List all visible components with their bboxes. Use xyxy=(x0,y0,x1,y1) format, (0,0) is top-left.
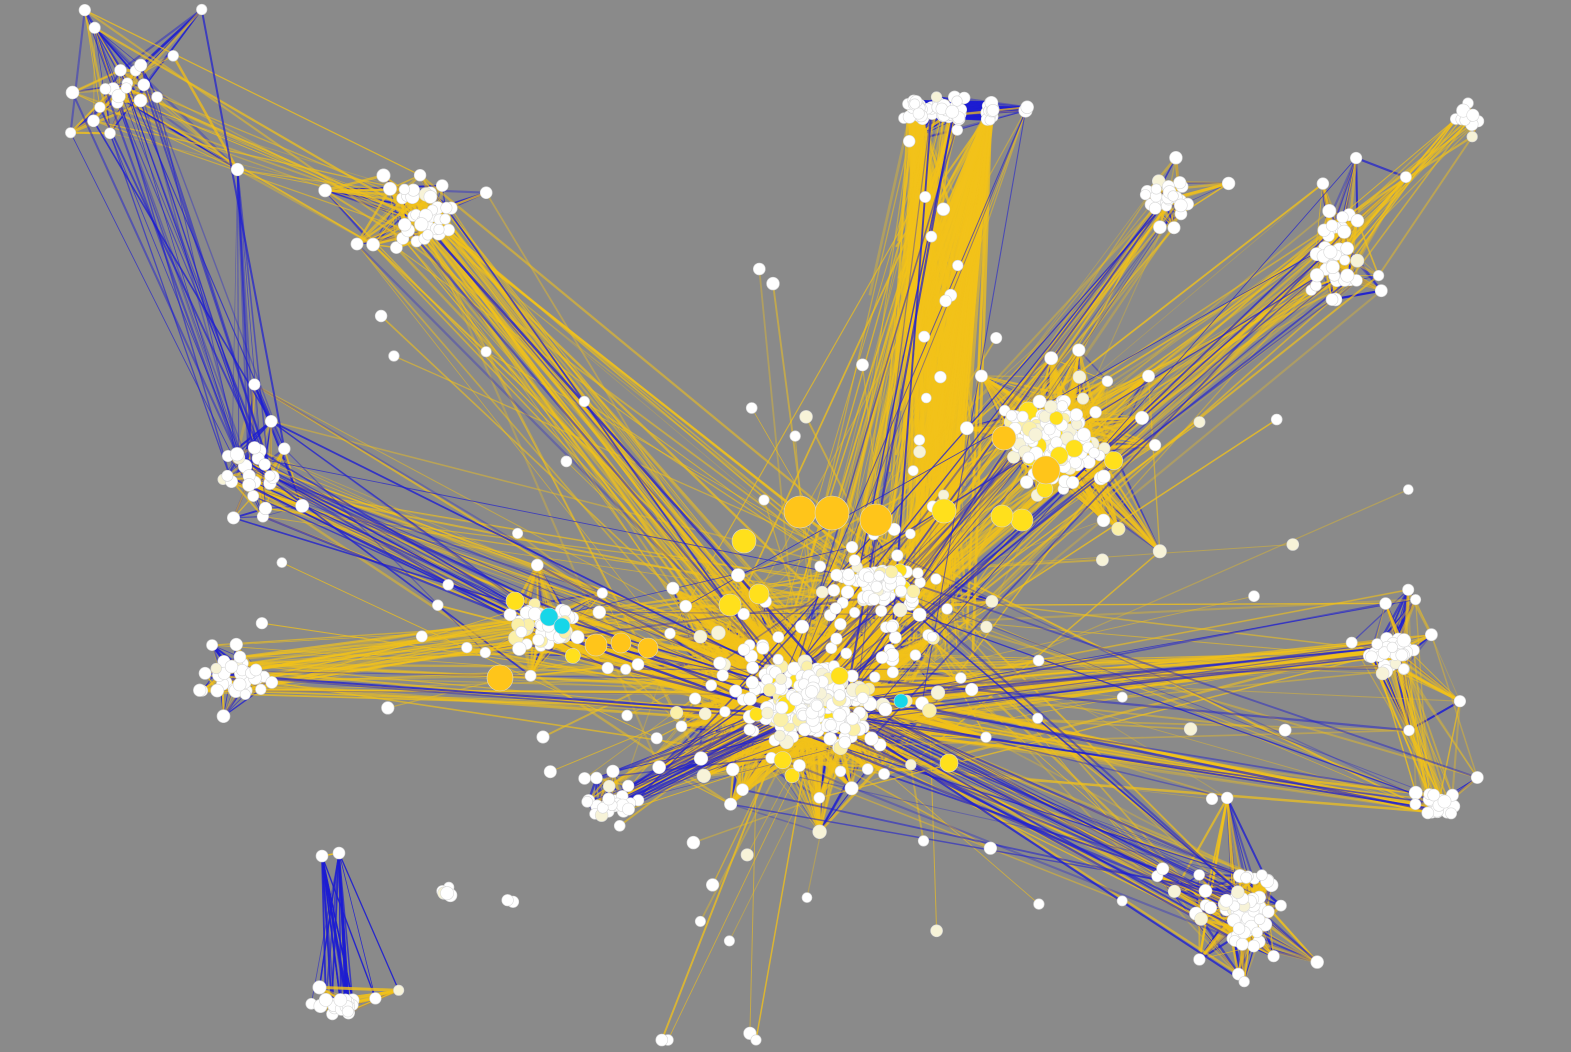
graph-edge xyxy=(1179,181,1229,185)
graph-edge xyxy=(69,9,86,133)
graph-edge xyxy=(69,88,114,134)
graph-edge xyxy=(134,8,203,72)
graph-edge xyxy=(119,8,203,72)
graph-edge xyxy=(338,852,350,1007)
graph-edge xyxy=(94,27,141,66)
graph-edge xyxy=(310,852,340,1004)
graph-edge xyxy=(109,9,203,134)
graph-edge xyxy=(338,852,376,999)
graph-edge xyxy=(1226,797,1269,882)
graph-edge xyxy=(338,852,400,991)
graph-edge xyxy=(330,852,340,1004)
graph-edge xyxy=(324,852,340,1000)
graph-edge xyxy=(83,9,112,134)
graph-edge xyxy=(1408,700,1461,732)
graph-edge xyxy=(324,189,423,222)
graph-edge xyxy=(321,855,327,1000)
graph-edge xyxy=(321,855,376,999)
graph-edge xyxy=(1355,156,1407,179)
graph-edge xyxy=(92,27,96,121)
graph-edge xyxy=(1351,589,1409,644)
graph-edge xyxy=(318,852,340,988)
